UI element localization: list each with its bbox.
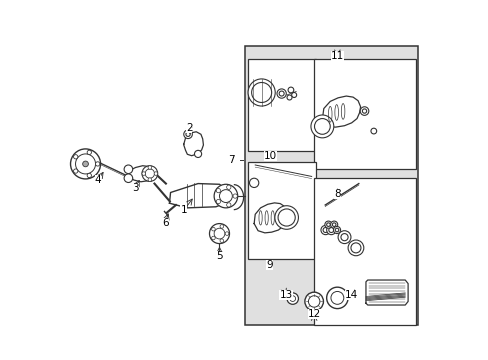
Circle shape (274, 206, 298, 229)
Polygon shape (322, 96, 360, 127)
Text: 8: 8 (333, 189, 340, 199)
Circle shape (219, 190, 232, 203)
Circle shape (249, 178, 258, 188)
Text: 1: 1 (180, 205, 187, 215)
Circle shape (154, 172, 157, 175)
Circle shape (326, 287, 347, 309)
Circle shape (124, 165, 132, 174)
Circle shape (183, 130, 192, 139)
Bar (313, 178, 415, 325)
Polygon shape (169, 184, 228, 208)
Circle shape (216, 199, 220, 204)
Circle shape (214, 228, 224, 239)
Circle shape (220, 225, 223, 228)
Circle shape (287, 87, 293, 93)
Polygon shape (183, 132, 203, 156)
Circle shape (326, 223, 329, 226)
Circle shape (142, 172, 145, 175)
Circle shape (148, 166, 151, 169)
Text: 10: 10 (263, 151, 276, 161)
Circle shape (279, 91, 284, 96)
Circle shape (332, 223, 335, 226)
Circle shape (291, 93, 296, 98)
Text: 9: 9 (265, 260, 272, 270)
Text: 11: 11 (330, 51, 343, 61)
Circle shape (337, 231, 350, 244)
Circle shape (330, 221, 337, 228)
Circle shape (70, 149, 101, 179)
Circle shape (326, 225, 335, 235)
Circle shape (226, 203, 230, 207)
Circle shape (320, 225, 329, 235)
Circle shape (333, 226, 340, 234)
Circle shape (142, 166, 157, 181)
Circle shape (233, 194, 237, 198)
Circle shape (304, 292, 323, 311)
Text: 2: 2 (185, 123, 192, 133)
Circle shape (226, 185, 230, 189)
Polygon shape (254, 203, 286, 233)
Circle shape (82, 161, 88, 167)
Circle shape (289, 296, 295, 301)
Circle shape (211, 236, 215, 240)
Text: 6: 6 (162, 218, 168, 228)
Circle shape (124, 174, 132, 183)
Circle shape (340, 234, 347, 241)
Circle shape (73, 169, 78, 173)
Circle shape (314, 118, 329, 134)
Circle shape (194, 150, 201, 157)
Circle shape (87, 173, 91, 177)
Circle shape (185, 132, 190, 136)
Text: 3: 3 (132, 183, 139, 193)
Circle shape (335, 228, 338, 232)
Circle shape (286, 293, 298, 304)
Bar (247, 162, 315, 258)
Polygon shape (365, 280, 407, 305)
Circle shape (220, 239, 223, 243)
Circle shape (73, 155, 78, 159)
Circle shape (75, 154, 95, 174)
Circle shape (145, 169, 154, 178)
Circle shape (251, 82, 271, 103)
Circle shape (278, 209, 295, 226)
Circle shape (362, 109, 366, 113)
Circle shape (247, 79, 275, 106)
Circle shape (330, 292, 343, 304)
Circle shape (276, 89, 285, 98)
Circle shape (225, 232, 228, 235)
Text: 4: 4 (95, 175, 101, 185)
Circle shape (308, 296, 319, 307)
Circle shape (95, 162, 100, 166)
Circle shape (370, 128, 376, 134)
Circle shape (310, 115, 333, 138)
Text: 12: 12 (307, 309, 320, 319)
Text: 13: 13 (279, 290, 292, 300)
Circle shape (211, 228, 215, 231)
Circle shape (209, 224, 229, 244)
Circle shape (216, 189, 220, 193)
Circle shape (87, 150, 91, 154)
Text: 14: 14 (345, 290, 358, 300)
Circle shape (148, 178, 151, 181)
Bar (313, 59, 415, 169)
Circle shape (214, 184, 237, 208)
Circle shape (324, 221, 331, 228)
Circle shape (350, 243, 360, 253)
Polygon shape (127, 166, 154, 182)
Text: 7: 7 (228, 156, 235, 165)
Bar (244, 46, 418, 325)
Circle shape (323, 228, 327, 233)
Circle shape (286, 95, 291, 100)
Circle shape (328, 228, 333, 233)
Circle shape (360, 107, 368, 115)
Bar (247, 59, 315, 152)
Text: 5: 5 (216, 251, 223, 261)
Circle shape (347, 240, 363, 256)
